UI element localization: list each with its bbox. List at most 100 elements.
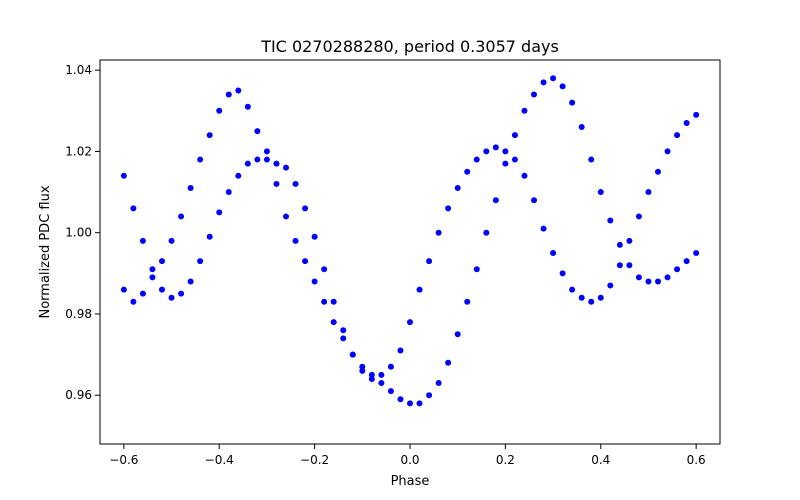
data-point-series-1 [130,205,137,212]
data-point-series-1 [168,294,175,301]
data-point-series-1 [159,286,165,293]
data-point-series-2 [302,258,309,265]
data-point-series-2 [330,319,337,326]
x-tick-label: 0.6 [687,453,706,467]
x-tick-label: 0.2 [496,453,515,467]
data-point-series-2 [550,250,557,257]
y-tick-label: 0.98 [65,307,92,321]
data-point-series-2 [149,274,156,281]
data-point-series-2 [216,107,223,114]
data-point-series-1 [416,400,423,407]
data-point-series-1 [578,124,585,131]
data-point-series-1 [511,132,518,139]
data-point-series-1 [120,172,127,179]
data-point-series-2 [597,294,604,301]
y-tick-label: 1.04 [65,63,92,77]
data-point-series-1 [559,83,566,90]
data-point-series-2 [416,286,423,293]
data-point-series-1 [197,258,204,265]
data-point-series-1 [464,298,471,305]
data-point-series-1 [626,262,633,269]
data-point-series-1 [674,266,681,273]
data-point-series-1 [531,91,537,98]
data-point-series-1 [321,266,328,273]
data-point-series-2 [159,258,165,265]
data-point-series-1 [283,164,289,171]
data-point-series-2 [445,205,452,212]
data-point-series-1 [397,396,404,403]
data-point-series-1 [454,331,461,338]
data-point-series-2 [273,180,280,187]
data-point-series-1 [693,250,700,257]
data-point-series-1 [492,197,499,204]
data-point-series-2 [645,189,652,196]
data-point-series-2 [454,185,461,191]
data-point-series-1 [273,160,280,167]
data-point-series-2 [130,298,137,305]
x-axis-label: Phase [391,474,430,489]
data-point-series-1 [187,278,194,285]
x-axis: −0.6 −0.4 −0.2 0.0 0.2 0.4 0.6 [109,444,706,467]
data-point-series-2 [359,363,366,370]
data-point-series-2 [483,148,490,155]
data-point-series-2 [311,278,318,285]
data-point-series-1 [378,380,385,387]
data-point-series-2 [578,294,585,301]
data-point-series-2 [492,144,499,151]
y-tick-label: 0.96 [65,388,92,402]
data-point-series-1 [502,160,509,167]
data-point-series-2 [426,258,433,265]
data-point-series-2 [139,290,146,297]
data-point-series-2 [407,319,413,326]
data-point-series-1 [655,278,661,285]
x-tick-label: 0.4 [591,453,610,467]
data-point-series-2 [635,213,642,220]
data-point-series-2 [464,168,471,175]
data-point-series-2 [368,371,375,378]
data-point-series-2 [559,270,566,277]
data-point-series-1 [206,233,213,240]
y-tick-label: 1.02 [65,144,92,158]
data-point-series-2 [531,197,537,204]
data-point-series-2 [616,262,623,269]
data-point-series-1 [607,217,614,224]
data-point-series-2 [283,213,289,220]
data-point-series-1 [521,107,528,114]
data-point-series-2 [655,168,661,175]
data-point-series-1 [311,233,318,240]
data-point-series-1 [540,79,547,86]
data-point-series-1 [426,392,433,399]
data-point-series-1 [244,160,251,167]
data-point-series-2 [178,213,185,220]
data-point-series-2 [674,132,681,139]
data-point-series-2 [321,298,328,305]
x-tick-label: −0.6 [109,453,138,467]
data-point-series-1 [292,180,299,187]
data-point-series-2 [292,237,299,244]
data-point-series-2 [235,87,242,94]
data-point-series-2 [254,128,261,135]
data-point-series-1 [664,274,671,281]
data-point-series-2 [397,347,404,354]
data-points [120,75,700,407]
data-point-series-1 [435,380,442,387]
data-point-series-2 [244,103,251,110]
data-point-series-2 [378,371,385,378]
chart-title: TIC 0270288280, period 0.3057 days [260,37,559,56]
data-point-series-2 [435,229,442,236]
data-point-series-1 [178,290,185,297]
data-point-series-2 [569,286,576,293]
data-point-series-1 [550,75,557,82]
data-point-series-2 [521,172,528,179]
data-point-series-2 [197,156,204,163]
data-point-series-1 [616,241,623,248]
y-axis-label: Normalized PDC flux [38,185,53,318]
data-point-series-2 [340,335,347,342]
data-point-series-1 [588,156,595,163]
data-point-series-1 [473,266,480,273]
data-point-series-2 [626,237,633,244]
data-point-series-1 [263,156,270,163]
data-point-series-1 [340,327,347,334]
